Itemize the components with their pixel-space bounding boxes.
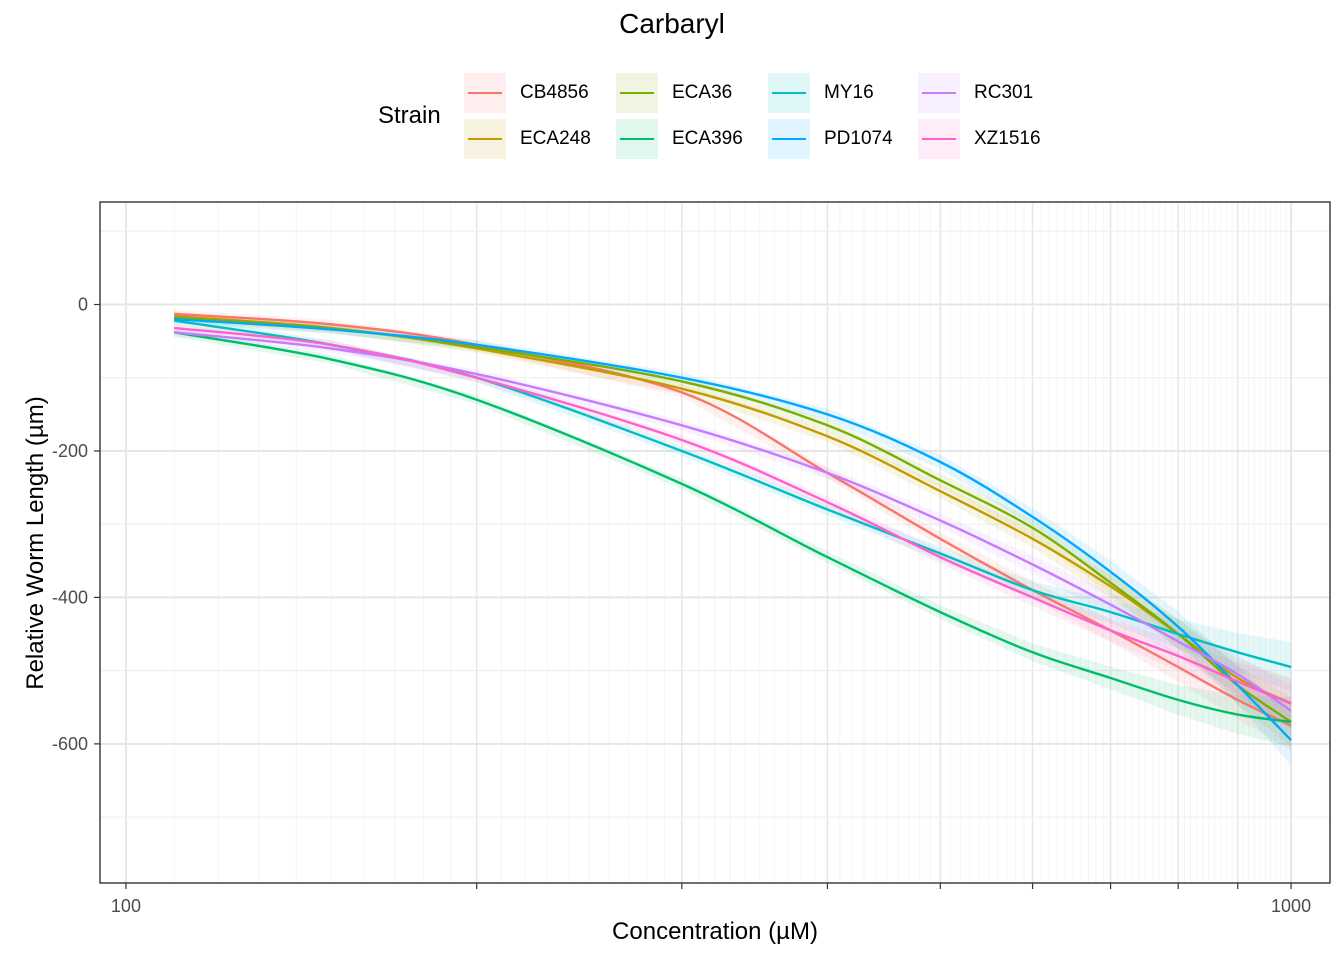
legend-item-XZ1516: XZ1516: [918, 119, 1041, 159]
legend-item-ECA396: ECA396: [616, 119, 743, 159]
series-line-PD1074: [174, 318, 1292, 742]
band-ECA36: [174, 313, 1292, 747]
y-axis-label: Relative Worm Length (µm): [22, 396, 49, 690]
legend-item-ECA36: ECA36: [616, 73, 732, 113]
legend-key: [768, 119, 810, 159]
y-tick-label: -400: [52, 587, 88, 607]
legend-key: [616, 119, 658, 159]
legend-key: [616, 73, 658, 113]
legend-title: Strain: [378, 102, 441, 129]
x-tick-label: 100: [111, 896, 141, 916]
legend-label: RC301: [974, 82, 1034, 103]
x-axis-ticks: 100 1000: [111, 883, 1311, 916]
y-tick-label: -200: [52, 441, 88, 461]
legend-item-ECA248: ECA248: [464, 119, 591, 159]
legend-key: [464, 73, 506, 113]
legend-item-CB4856: CB4856: [464, 73, 589, 113]
legend-key: [918, 73, 960, 113]
legend-key: [464, 119, 506, 159]
x-tick-label: 1000: [1271, 896, 1311, 916]
plot-border: [99, 201, 1331, 884]
legend-item-RC301: RC301: [918, 73, 1033, 113]
series-line-ECA396: [173, 331, 1292, 724]
legend-label: XZ1516: [974, 128, 1041, 149]
legend-item-MY16: MY16: [768, 73, 874, 113]
band-ECA396: [174, 327, 1292, 747]
y-tick-label: -600: [52, 734, 88, 754]
y-axis-ticks: 0 -200 -400 -600: [52, 295, 100, 754]
grid-major: [100, 202, 1330, 883]
chart-title: Carbaryl: [619, 8, 725, 39]
y-tick-label: 0: [78, 295, 88, 315]
legend-item-PD1074: PD1074: [768, 119, 893, 159]
series-line-XZ1516: [174, 326, 1292, 705]
legend-label: PD1074: [824, 128, 893, 149]
legend-label: ECA36: [672, 82, 733, 103]
legend-label: MY16: [824, 82, 874, 103]
series-lines: [173, 312, 1292, 742]
grid-minor: [100, 202, 1330, 883]
legend-label: CB4856: [520, 82, 589, 103]
legend-key: [918, 119, 960, 159]
legend-label: ECA396: [672, 128, 743, 149]
legend-label: ECA248: [520, 128, 591, 149]
series-line-CB4856: [174, 312, 1292, 727]
x-axis-label: Concentration (µM): [612, 918, 818, 945]
legend-key: [768, 73, 810, 113]
